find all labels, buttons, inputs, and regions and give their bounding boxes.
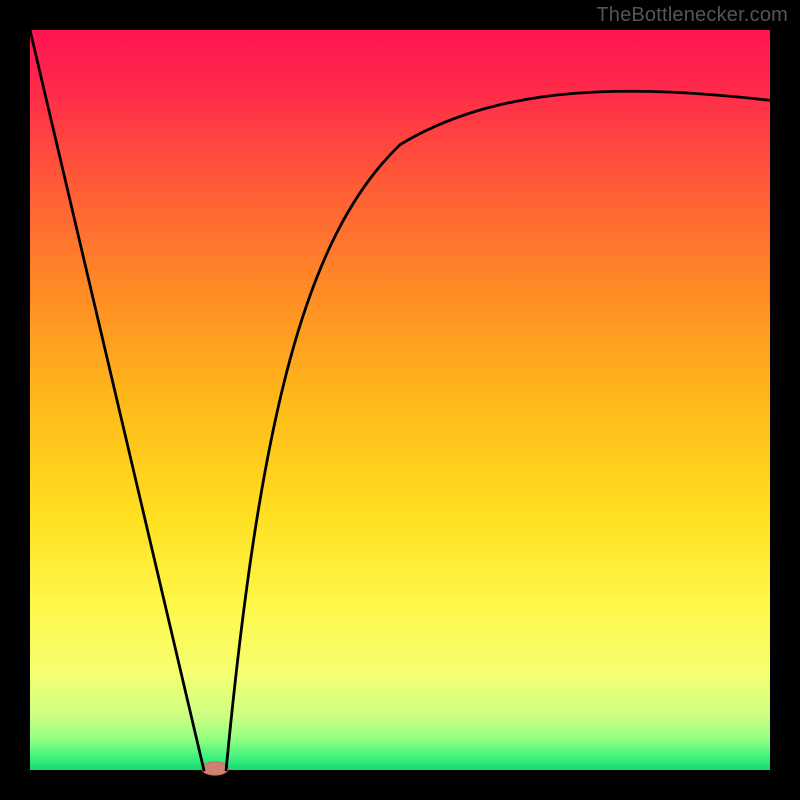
watermark-text: TheBottlenecker.com	[596, 4, 788, 27]
chart-svg	[0, 0, 800, 800]
dip-marker	[202, 762, 229, 775]
bottleneck-chart	[0, 0, 800, 800]
plot-background-gradient	[30, 30, 770, 770]
